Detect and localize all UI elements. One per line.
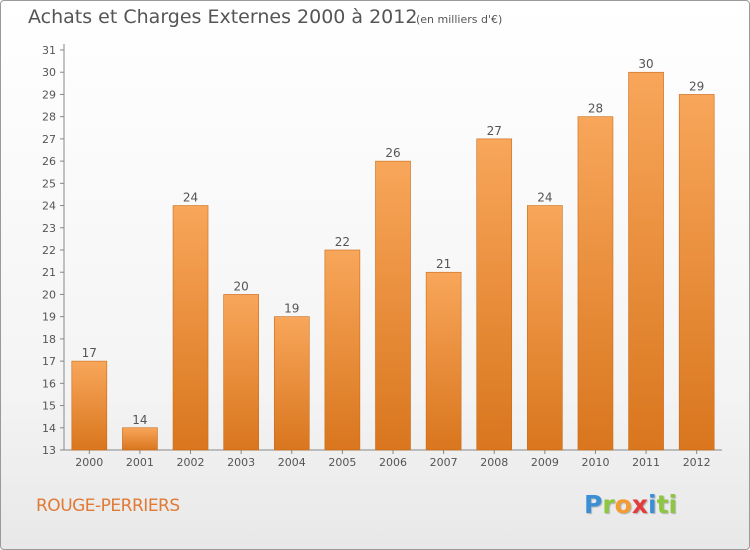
x-tick-label-2006: 2006: [379, 456, 407, 469]
x-tick-label-2002: 2002: [177, 456, 205, 469]
data-label-2009: 24: [537, 191, 552, 205]
y-tick-label: 16: [42, 377, 56, 390]
y-tick-label: 30: [42, 66, 56, 79]
x-tick-label-2009: 2009: [531, 456, 559, 469]
x-tick-label-2012: 2012: [683, 456, 711, 469]
chart-unit: (en milliers d'€): [416, 13, 503, 26]
x-tick-label-2010: 2010: [581, 456, 609, 469]
y-tick-label: 26: [42, 155, 56, 168]
y-tick-label: 22: [42, 244, 56, 257]
y-tick-label: 31: [42, 44, 56, 57]
data-label-2001: 14: [132, 413, 147, 427]
chart-bars: [71, 71, 715, 451]
bar-2012: [678, 94, 715, 451]
data-label-2002: 24: [183, 191, 198, 205]
data-label-2011: 30: [638, 57, 653, 71]
commune-name: ROUGE-PERRIERS: [36, 496, 180, 516]
data-label-2003: 20: [234, 279, 249, 293]
y-tick-label: 17: [42, 355, 56, 368]
y-tick-label: 21: [42, 266, 56, 279]
y-tick-label: 20: [42, 288, 56, 301]
x-tick-label-2011: 2011: [632, 456, 660, 469]
bar-2011: [628, 71, 664, 451]
data-label-2007: 21: [436, 257, 451, 271]
y-tick-label: 19: [42, 311, 56, 324]
bar-2009: [527, 205, 563, 451]
y-tick-label: 14: [42, 422, 56, 435]
bar-2002: [172, 205, 209, 451]
bar-2007: [425, 271, 462, 451]
y-tick-label: 27: [42, 133, 56, 146]
data-label-2012: 29: [689, 79, 704, 93]
y-tick-label: 18: [42, 333, 56, 346]
data-label-2006: 26: [385, 146, 400, 160]
bar-2006: [375, 160, 411, 451]
bar-2004: [273, 316, 310, 451]
data-label-2005: 22: [335, 235, 350, 249]
bar-2005: [324, 249, 361, 451]
x-tick-label-2003: 2003: [227, 456, 255, 469]
data-label-2000: 17: [82, 346, 97, 360]
y-tick-label: 29: [42, 88, 56, 101]
y-tick-label: 24: [42, 200, 56, 213]
y-tick-label: 13: [42, 444, 56, 457]
x-tick-label-2000: 2000: [75, 456, 103, 469]
data-label-2004: 19: [284, 302, 299, 316]
bar-2003: [223, 294, 259, 451]
chart-data-labels: 17 14 24 20 19 22 26 21 27 24 28 30 29: [82, 57, 705, 427]
bar-2008: [476, 138, 513, 451]
proxiti-logo[interactable]: Proxiti: [584, 490, 678, 519]
y-tick-label: 25: [42, 177, 56, 190]
bar-2001: [122, 427, 158, 451]
chart-title: Achats et Charges Externes 2000 à 2012: [28, 6, 418, 28]
y-tick-label: 28: [42, 111, 56, 124]
x-tick-label-2005: 2005: [328, 456, 356, 469]
x-tick-label-2001: 2001: [126, 456, 154, 469]
y-tick-label: 15: [42, 400, 56, 413]
x-tick-label-2007: 2007: [430, 456, 458, 469]
bar-2000: [71, 360, 108, 451]
bar-2010: [577, 116, 614, 451]
x-tick-label-2004: 2004: [278, 456, 306, 469]
y-tick-label: 23: [42, 222, 56, 235]
chart-axes: 13 14 15 16 17 18 19 20 21 22 23 24 25 26 27 28 29 30 31 20…: [42, 44, 722, 469]
x-tick-label-2008: 2008: [480, 456, 508, 469]
data-label-2010: 28: [588, 102, 603, 116]
data-label-2008: 27: [487, 124, 502, 138]
